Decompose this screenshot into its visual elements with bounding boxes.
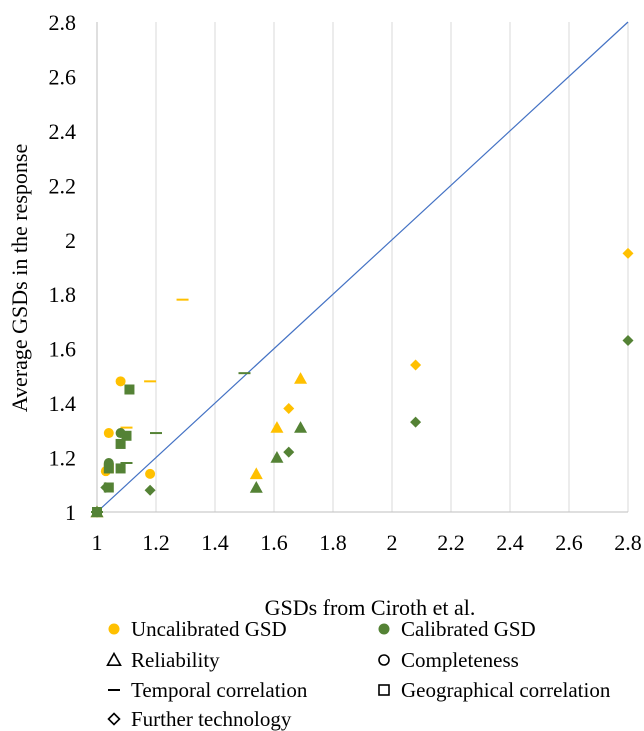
legend-marker-reliability bbox=[106, 651, 122, 667]
legend-label: Reliability bbox=[131, 648, 220, 672]
y-axis-title: Average GSDs in the response bbox=[7, 144, 32, 412]
x-tick-label: 2.2 bbox=[437, 530, 465, 555]
legend-label: Calibrated GSD bbox=[401, 617, 536, 641]
x-axis-title: GSDs from Ciroth et al. bbox=[265, 595, 476, 620]
point-calibrated-gsd-reliability bbox=[294, 421, 308, 433]
point-uncalibrated-gsd-reliability bbox=[270, 421, 284, 433]
legend-swatch-uncalibrated-gsd bbox=[108, 623, 120, 635]
x-tick-label: 2.6 bbox=[555, 530, 583, 555]
data-points bbox=[90, 247, 634, 518]
gridlines bbox=[155, 22, 629, 512]
point-calibrated-gsd-geographical-correlation bbox=[115, 438, 126, 449]
y-tick-label: 1.2 bbox=[49, 446, 77, 471]
y-tick-label: 2 bbox=[65, 228, 76, 253]
legend-label: Further technology bbox=[131, 707, 292, 731]
reference-line bbox=[96, 21, 629, 513]
legend-label: Geographical correlation bbox=[401, 678, 611, 702]
axes bbox=[96, 22, 628, 513]
x-tick-label: 1 bbox=[92, 530, 103, 555]
point-calibrated-gsd-geographical-correlation bbox=[124, 384, 135, 395]
legend: Uncalibrated GSD Calibrated GSD Reliabilit… bbox=[106, 617, 611, 731]
x-tick-label: 1.6 bbox=[260, 530, 288, 555]
y-tick-label: 1 bbox=[65, 500, 76, 525]
point-calibrated-gsd-further-technology bbox=[410, 416, 422, 428]
legend-swatch-calibrated-gsd bbox=[378, 623, 390, 635]
legend-marker-completeness bbox=[378, 654, 390, 666]
point-uncalibrated-gsd-further-technology bbox=[622, 247, 634, 259]
x-tick-label: 2.8 bbox=[614, 530, 642, 555]
reference-line-group bbox=[96, 21, 629, 513]
y-tick-label: 2.2 bbox=[49, 173, 77, 198]
point-uncalibrated-gsd-further-technology bbox=[283, 403, 295, 415]
point-uncalibrated-gsd-completeness bbox=[115, 376, 126, 387]
y-tick-label: 1.8 bbox=[49, 282, 77, 307]
point-calibrated-gsd-geographical-correlation bbox=[115, 463, 126, 474]
point-calibrated-gsd-further-technology bbox=[622, 335, 634, 346]
point-uncalibrated-gsd-completeness bbox=[103, 428, 114, 439]
legend-marker-further-technology bbox=[107, 712, 121, 726]
point-uncalibrated-gsd-reliability bbox=[294, 372, 308, 384]
point-calibrated-gsd-further-technology bbox=[283, 446, 295, 458]
y-tick-label: 2.6 bbox=[49, 64, 77, 89]
x-tick-label: 1.8 bbox=[319, 530, 347, 555]
x-tick-label: 1.4 bbox=[201, 530, 229, 555]
x-tick-label: 2 bbox=[387, 530, 398, 555]
point-calibrated-gsd-reliability bbox=[249, 481, 263, 493]
point-uncalibrated-gsd-reliability bbox=[249, 467, 263, 480]
x-tick-label: 1.2 bbox=[142, 530, 170, 555]
point-calibrated-gsd-further-technology bbox=[100, 482, 112, 493]
point-calibrated-gsd-geographical-correlation bbox=[121, 430, 132, 441]
point-uncalibrated-gsd-completeness bbox=[145, 468, 156, 479]
point-calibrated-gsd-geographical-correlation bbox=[103, 463, 114, 474]
point-calibrated-gsd-reliability bbox=[270, 451, 284, 463]
y-tick-label: 1.4 bbox=[49, 391, 77, 416]
y-tick-labels: 1 1.2 1.4 1.6 1.8 2 2.2 2.4 2.6 2.8 bbox=[49, 10, 77, 525]
point-uncalibrated-gsd-further-technology bbox=[410, 359, 422, 371]
legend-label: Temporal correlation bbox=[131, 678, 308, 702]
legend-marker-geographical-correlation bbox=[378, 684, 390, 696]
point-calibrated-gsd-further-technology bbox=[144, 484, 156, 496]
point-calibrated-gsd-further-technology bbox=[91, 506, 103, 518]
y-tick-label: 1.6 bbox=[49, 337, 77, 362]
y-tick-label: 2.8 bbox=[49, 10, 77, 35]
x-tick-label: 2.4 bbox=[496, 530, 524, 555]
legend-label: Uncalibrated GSD bbox=[131, 617, 287, 641]
x-tick-labels: 1 1.2 1.4 1.6 1.8 2 2.2 2.4 2.6 2.8 bbox=[92, 530, 642, 555]
y-tick-label: 2.4 bbox=[49, 119, 77, 144]
legend-label: Completeness bbox=[401, 648, 519, 672]
